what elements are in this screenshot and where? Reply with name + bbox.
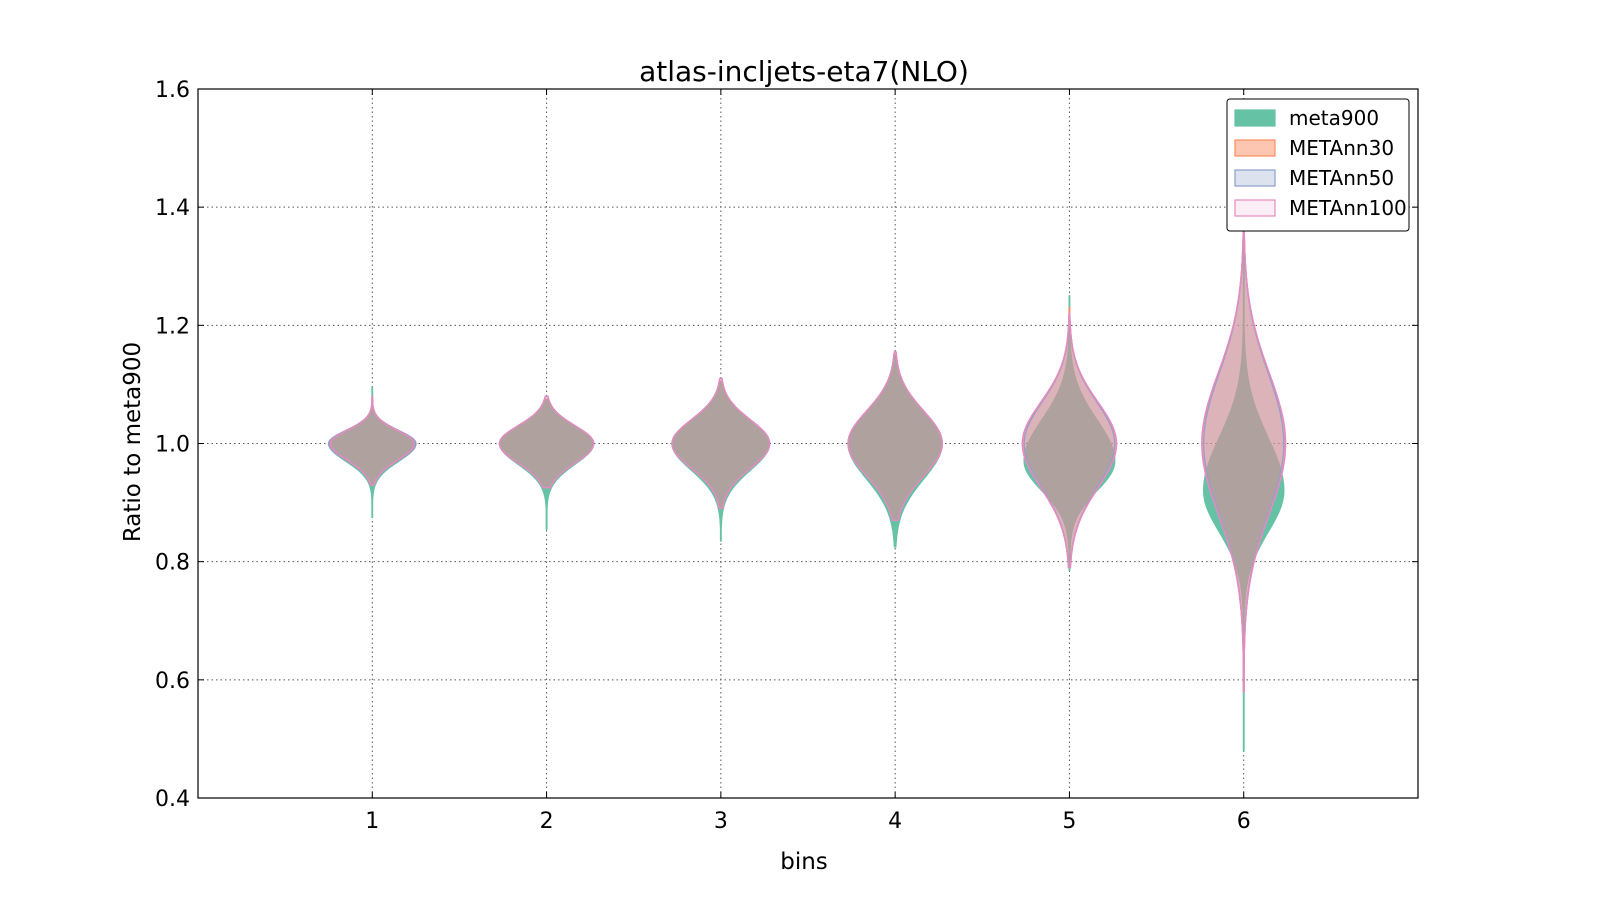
legend-label-METAnn30: METAnn30 [1289, 136, 1394, 160]
x-tick-label: 6 [1237, 809, 1251, 834]
legend-swatch-METAnn30 [1234, 139, 1276, 157]
violin-METAnn100-bin-2 [498, 395, 595, 489]
y-tick-label: 0.6 [155, 669, 190, 694]
axis-ticks: 0.4 0.6 0.8 1.0 1.2 1.4 1.6 1 2 3 4 5 6 [155, 78, 1418, 834]
legend-box [1226, 98, 1410, 232]
legend-swatch-METAnn100 [1234, 199, 1276, 217]
legend: meta900 METAnn30 METAnn50 METAnn100 [1226, 98, 1410, 232]
chart-title: atlas-incljets-eta7(NLO) [639, 55, 969, 88]
y-axis-label: Ratio to meta900 [120, 342, 146, 542]
legend-label-meta900: meta900 [1289, 106, 1379, 130]
legend-label-METAnn50: METAnn50 [1289, 166, 1394, 190]
violins [328, 200, 1287, 752]
y-tick-label: 1.0 [155, 433, 190, 458]
violin-METAnn100-bin-5 [1021, 312, 1118, 569]
x-tick-label: 4 [888, 809, 902, 834]
y-tick-label: 1.6 [155, 78, 190, 103]
legend-swatch-meta900 [1234, 109, 1276, 127]
legend-label-METAnn100: METAnn100 [1289, 196, 1407, 220]
legend-swatch-METAnn50 [1234, 169, 1276, 187]
x-tick-label: 3 [714, 809, 728, 834]
x-axis-label: bins [780, 849, 828, 875]
y-tick-label: 1.4 [155, 196, 190, 221]
x-tick-label: 2 [540, 809, 554, 834]
x-tick-label: 5 [1062, 809, 1076, 834]
violin-METAnn100-bin-1 [329, 395, 415, 486]
y-tick-label: 1.2 [155, 314, 190, 339]
y-tick-label: 0.4 [155, 787, 190, 812]
violin-series-METAnn50 [328, 206, 1285, 693]
x-tick-label: 1 [365, 809, 379, 834]
y-tick-label: 0.8 [155, 551, 190, 576]
violin-METAnn100-bin-4 [847, 351, 943, 521]
violin-METAnn100-bin-3 [671, 377, 771, 510]
